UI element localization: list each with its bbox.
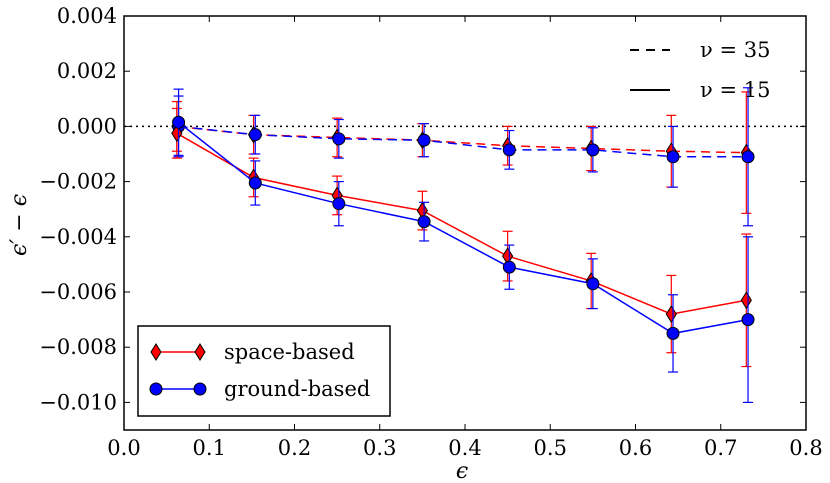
- data-point-ground-based-nu15: [172, 115, 186, 129]
- data-point-ground-based-nu35: [666, 150, 680, 164]
- legend-marker-space-based-right: [194, 343, 206, 361]
- data-point-ground-based-nu35: [741, 150, 755, 164]
- style-legend: ν = 35 ν = 15: [630, 38, 770, 102]
- legend-frame: [137, 325, 391, 417]
- x-tick-label: 0.4: [448, 436, 481, 460]
- data-point-ground-based-nu15: [741, 313, 755, 327]
- data-point-ground-based-nu35: [586, 143, 600, 157]
- y-tick-label: −0.002: [39, 170, 117, 194]
- y-tick-label: −0.006: [39, 280, 117, 304]
- data-layer: [171, 87, 755, 403]
- x-tick-label: 0.7: [704, 436, 737, 460]
- legend-marker-space-based-left: [150, 343, 162, 361]
- x-tick-label: 0.1: [193, 436, 226, 460]
- style-legend-label-dashed: ν = 35: [700, 38, 770, 62]
- legend-marker-ground-based-left: [149, 382, 163, 396]
- series-line-ground-based-nu15: [178, 121, 749, 335]
- y-tick-label: −0.008: [39, 335, 117, 359]
- data-point-space-based-nu15: [665, 305, 677, 324]
- y-tick-label: 0.002: [57, 59, 117, 83]
- y-axis-label: ϵ′ − ϵ: [7, 194, 32, 256]
- axes-layer: 0.0 0.1 0.2 0.3 0.4 0.5 0.6 0.7 0.8 0.004 0.002 0.0…: [39, 4, 822, 460]
- data-point-space-based-nu15: [740, 291, 752, 310]
- data-point-ground-based-nu35: [502, 143, 516, 157]
- data-point-ground-based-nu15: [586, 277, 600, 291]
- data-point-ground-based-nu35: [248, 128, 262, 142]
- x-tick-label: 0.5: [534, 436, 567, 460]
- legend-marker-ground-based-right: [193, 382, 207, 396]
- x-tick-label: 0.6: [619, 436, 652, 460]
- data-point-ground-based-nu15: [666, 326, 680, 340]
- legend: space-based ground-based: [137, 325, 391, 417]
- data-point-ground-based-nu35: [332, 132, 346, 146]
- data-point-ground-based-nu15: [332, 197, 346, 211]
- x-tick-label: 0.0: [107, 436, 140, 460]
- x-tick-label: 0.8: [789, 436, 822, 460]
- legend-label-ground-based: ground-based: [224, 377, 370, 401]
- data-point-space-based-nu15: [171, 124, 183, 143]
- series-line-space-based-nu35: [176, 125, 747, 154]
- style-legend-label-solid: ν = 15: [700, 78, 770, 102]
- series-line-ground-based-nu35: [178, 125, 749, 158]
- data-point-ground-based-nu15: [502, 260, 516, 274]
- y-tick-label: −0.004: [39, 225, 117, 249]
- x-tick-label: 0.3: [363, 436, 396, 460]
- legend-label-space-based: space-based: [224, 340, 355, 364]
- x-tick-label: 0.2: [278, 436, 311, 460]
- y-tick-label: 0.004: [57, 4, 117, 28]
- y-tick-label: 0.000: [57, 114, 117, 138]
- series-line-space-based-nu15: [176, 132, 747, 315]
- x-axis-label: ϵ: [456, 459, 468, 483]
- data-point-ground-based-nu35: [417, 133, 431, 147]
- data-point-ground-based-nu15: [248, 176, 262, 190]
- y-tick-label: −0.010: [39, 390, 117, 414]
- data-point-ground-based-nu15: [417, 215, 431, 229]
